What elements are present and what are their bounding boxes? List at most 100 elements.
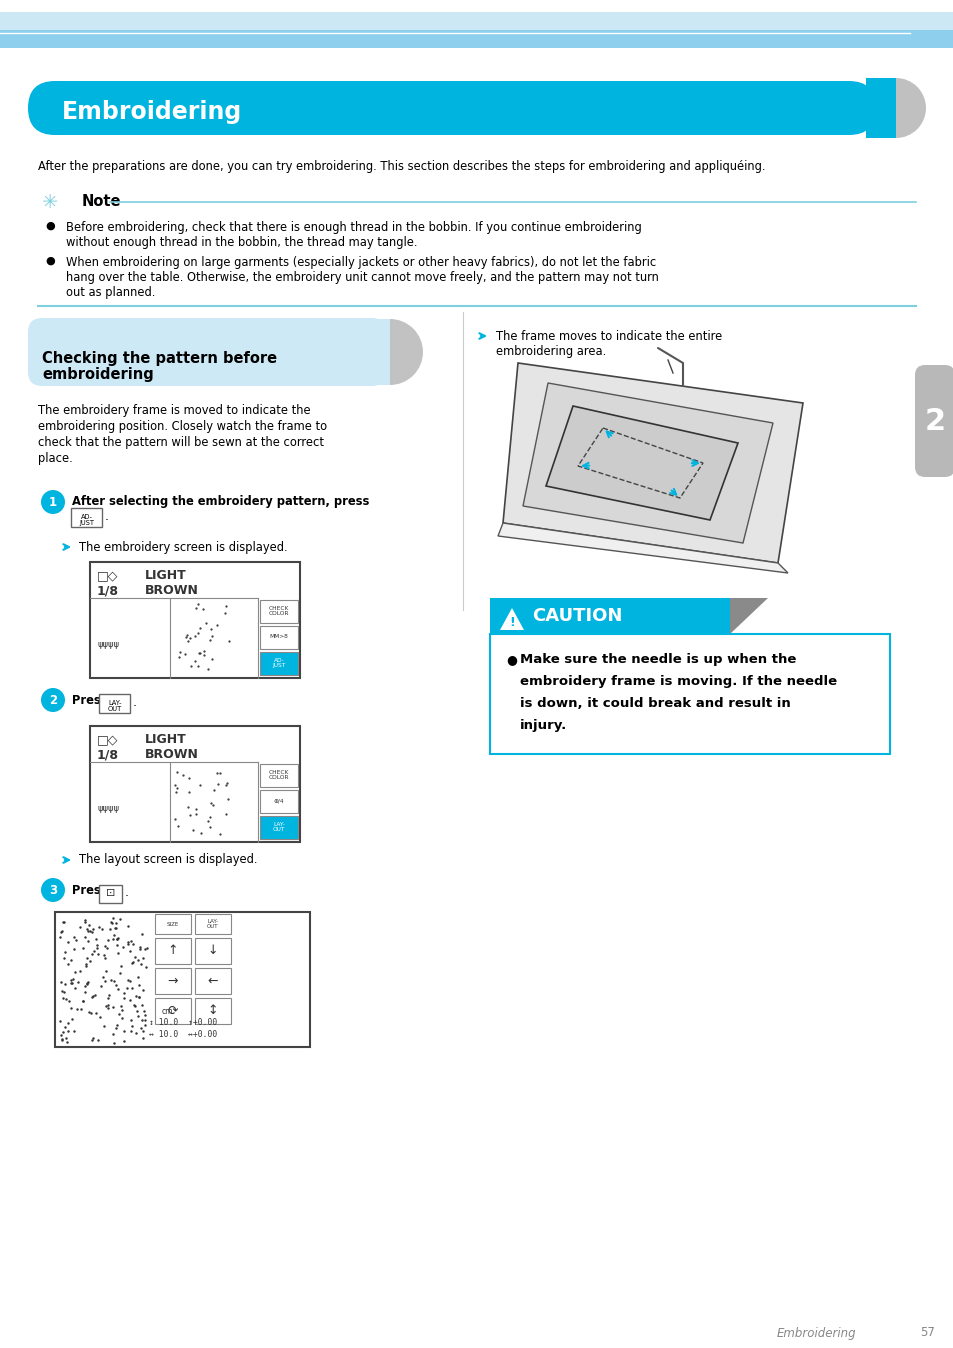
Text: cm: cm [162, 1007, 173, 1016]
FancyBboxPatch shape [194, 914, 231, 934]
FancyBboxPatch shape [154, 938, 192, 964]
FancyBboxPatch shape [259, 790, 298, 813]
FancyBboxPatch shape [194, 968, 231, 995]
Polygon shape [729, 599, 767, 634]
FancyBboxPatch shape [28, 81, 875, 135]
Text: Embroidering: Embroidering [776, 1326, 855, 1340]
FancyBboxPatch shape [28, 318, 386, 386]
Text: embroidering: embroidering [42, 368, 153, 383]
Text: out as planned.: out as planned. [66, 286, 155, 299]
Text: After selecting the embroidery pattern, press: After selecting the embroidery pattern, … [71, 496, 369, 508]
FancyBboxPatch shape [90, 562, 299, 678]
Text: .: . [125, 887, 129, 899]
Text: ↔ 10.0  ↔+0.00: ↔ 10.0 ↔+0.00 [149, 1030, 217, 1039]
Text: LAY-
OUT: LAY- OUT [273, 821, 285, 833]
Text: ↓: ↓ [208, 945, 218, 957]
Polygon shape [497, 523, 787, 573]
Text: JUST: JUST [79, 520, 94, 526]
Text: Embroidering: Embroidering [62, 100, 242, 124]
Text: CHECK
COLOR: CHECK COLOR [269, 605, 289, 616]
Text: place.: place. [38, 452, 72, 465]
Text: !: ! [509, 616, 515, 628]
Text: ⊡: ⊡ [106, 888, 115, 898]
Polygon shape [545, 406, 738, 520]
Text: embroidering position. Closely watch the frame to: embroidering position. Closely watch the… [38, 421, 327, 433]
Text: □◇: □◇ [97, 570, 118, 582]
Text: OUT: OUT [108, 706, 122, 712]
Text: After the preparations are done, you can try embroidering. This section describe: After the preparations are done, you can… [38, 160, 764, 173]
FancyBboxPatch shape [90, 727, 299, 842]
Text: CAUTION: CAUTION [532, 607, 621, 625]
FancyBboxPatch shape [99, 693, 131, 713]
Text: ↑: ↑ [168, 945, 178, 957]
FancyBboxPatch shape [71, 507, 102, 527]
FancyBboxPatch shape [914, 365, 953, 477]
Text: without enough thread in the bobbin, the thread may tangle.: without enough thread in the bobbin, the… [66, 236, 417, 249]
FancyBboxPatch shape [490, 599, 729, 634]
Text: MM>8: MM>8 [270, 635, 288, 639]
Text: ✳: ✳ [42, 193, 58, 212]
Text: ●: ● [505, 652, 517, 666]
Text: LIGHT: LIGHT [145, 569, 187, 582]
Text: The layout screen is displayed.: The layout screen is displayed. [79, 853, 257, 867]
Text: ψψψψ: ψψψψ [98, 803, 120, 813]
Circle shape [41, 491, 65, 514]
Text: embroidery frame is moving. If the needle: embroidery frame is moving. If the needl… [519, 675, 836, 687]
Text: ↕ 10.0  ↑+0.00: ↕ 10.0 ↑+0.00 [149, 1018, 217, 1027]
Text: □◇: □◇ [97, 735, 118, 747]
FancyBboxPatch shape [99, 884, 122, 903]
Circle shape [41, 687, 65, 712]
Text: ⟳: ⟳ [168, 1004, 178, 1018]
Text: embroidering area.: embroidering area. [496, 345, 605, 359]
Text: ←: ← [208, 975, 218, 988]
Text: 1/8: 1/8 [97, 749, 119, 762]
FancyBboxPatch shape [865, 78, 895, 137]
Polygon shape [499, 608, 523, 630]
FancyBboxPatch shape [0, 12, 953, 30]
FancyBboxPatch shape [259, 764, 298, 787]
Text: Before embroidering, check that there is enough thread in the bobbin. If you con: Before embroidering, check that there is… [66, 221, 641, 235]
FancyBboxPatch shape [259, 600, 298, 623]
Polygon shape [502, 363, 802, 563]
Text: ψψψψ: ψψψψ [98, 640, 120, 648]
Text: LIGHT: LIGHT [145, 733, 187, 745]
Text: When embroidering on large garments (especially jackets or other heavy fabrics),: When embroidering on large garments (esp… [66, 256, 656, 270]
Text: Checking the pattern before: Checking the pattern before [42, 350, 276, 365]
FancyBboxPatch shape [154, 968, 192, 995]
FancyBboxPatch shape [154, 914, 192, 934]
Text: LAY-
OUT: LAY- OUT [207, 918, 218, 929]
FancyBboxPatch shape [259, 651, 298, 675]
Text: 57: 57 [919, 1326, 934, 1340]
Text: 3: 3 [49, 883, 57, 896]
FancyBboxPatch shape [55, 913, 310, 1047]
Text: check that the pattern will be sewn at the correct: check that the pattern will be sewn at t… [38, 435, 324, 449]
Circle shape [41, 878, 65, 902]
FancyBboxPatch shape [259, 816, 298, 840]
Text: Note: Note [82, 194, 121, 209]
FancyBboxPatch shape [154, 998, 192, 1024]
Text: 1: 1 [49, 496, 57, 508]
Text: 2: 2 [923, 407, 944, 435]
Polygon shape [522, 383, 772, 543]
FancyBboxPatch shape [490, 634, 889, 754]
Text: SIZE: SIZE [167, 922, 179, 926]
Text: .: . [105, 511, 109, 523]
Text: AD-
JUST: AD- JUST [273, 658, 285, 669]
Text: BROWN: BROWN [145, 748, 198, 762]
Text: ⊕/4: ⊕/4 [274, 798, 284, 803]
Text: ●: ● [45, 221, 55, 231]
Text: Press: Press [71, 883, 108, 896]
Text: 1/8: 1/8 [97, 585, 119, 599]
FancyBboxPatch shape [194, 938, 231, 964]
Text: ●: ● [45, 256, 55, 266]
Text: The embroidery screen is displayed.: The embroidery screen is displayed. [79, 541, 287, 554]
Text: →: → [168, 975, 178, 988]
Text: Press: Press [71, 693, 108, 706]
Text: The frame moves to indicate the entire: The frame moves to indicate the entire [496, 329, 721, 342]
Text: hang over the table. Otherwise, the embroidery unit cannot move freely, and the : hang over the table. Otherwise, the embr… [66, 271, 659, 284]
FancyBboxPatch shape [194, 998, 231, 1024]
Text: CHECK
COLOR: CHECK COLOR [269, 770, 289, 780]
Text: AD-: AD- [81, 514, 92, 520]
Text: .: . [132, 697, 137, 709]
Text: is down, it could break and result in: is down, it could break and result in [519, 697, 790, 710]
